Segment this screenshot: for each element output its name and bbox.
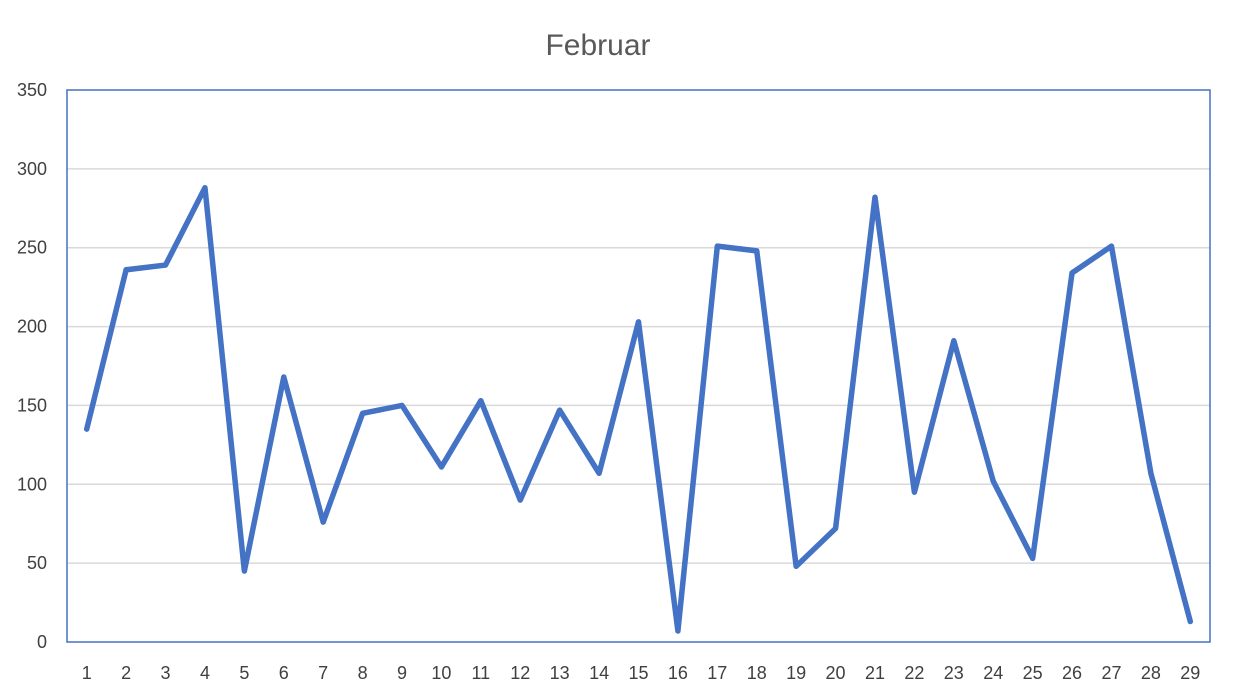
x-tick-label: 23: [944, 663, 964, 683]
x-tick-label: 26: [1062, 663, 1082, 683]
data-point: [202, 185, 208, 191]
data-point: [833, 525, 839, 531]
data-point: [714, 243, 720, 249]
x-tick-label: 2: [121, 663, 131, 683]
data-point: [517, 497, 523, 503]
x-tick-label: 24: [983, 663, 1003, 683]
data-point: [399, 402, 405, 408]
y-tick-label: 300: [17, 159, 47, 179]
data-point: [1069, 270, 1075, 276]
x-tick-label: 12: [510, 663, 530, 683]
data-point: [911, 489, 917, 495]
data-point: [1108, 243, 1114, 249]
chart-title: Februar: [545, 29, 650, 62]
data-point: [163, 262, 169, 268]
data-point: [636, 319, 641, 325]
data-point: [281, 374, 287, 380]
data-point: [754, 248, 760, 254]
x-tick-label: 13: [550, 663, 570, 683]
data-point: [675, 628, 681, 634]
y-tick-label: 350: [17, 80, 47, 100]
data-point: [596, 470, 602, 476]
x-tick-label: 27: [1101, 663, 1121, 683]
data-point: [1148, 470, 1154, 476]
x-tick-label: 7: [318, 663, 328, 683]
series-layer: [83, 185, 1194, 634]
data-point: [1187, 618, 1193, 624]
x-tick-label: 21: [865, 663, 885, 683]
data-point: [951, 338, 957, 344]
x-tick-label: 25: [1023, 663, 1043, 683]
x-tick-label: 9: [397, 663, 407, 683]
data-point: [241, 568, 247, 574]
x-tick-label: 10: [431, 663, 451, 683]
x-tick-label: 17: [707, 663, 727, 683]
y-tick-label: 200: [17, 317, 47, 337]
x-tick-label: 18: [747, 663, 767, 683]
x-tick-label: 8: [358, 663, 368, 683]
y-tick-label: 250: [17, 238, 47, 258]
x-tick-label: 5: [239, 663, 249, 683]
data-point: [1030, 555, 1036, 561]
x-tick-label: 19: [786, 663, 806, 683]
x-tick-label: 15: [628, 663, 648, 683]
plot-area-border: [66, 89, 1211, 643]
data-point: [320, 519, 326, 525]
gridlines: [67, 168, 1210, 564]
x-tick-label: 6: [279, 663, 289, 683]
x-tick-label: 28: [1141, 663, 1161, 683]
y-tick-label: 100: [17, 474, 47, 494]
data-point: [438, 464, 444, 470]
y-axis-tick-labels: 0 50 100 150 200 250 300 350: [17, 80, 47, 652]
x-tick-label: 14: [589, 663, 609, 683]
data-point: [793, 563, 799, 569]
data-point: [990, 478, 996, 484]
x-tick-label: 3: [161, 663, 171, 683]
data-point: [84, 426, 90, 432]
x-tick-label: 16: [668, 663, 688, 683]
y-tick-label: 50: [27, 553, 47, 573]
y-tick-label: 150: [17, 395, 47, 415]
data-point: [557, 407, 563, 413]
data-point: [360, 410, 366, 416]
x-tick-label: 22: [904, 663, 924, 683]
data-point: [123, 267, 129, 273]
series-line-0: [83, 185, 1194, 634]
x-tick-label: 11: [472, 663, 491, 683]
data-point: [478, 398, 484, 404]
y-tick-label: 0: [37, 632, 47, 652]
x-tick-label: 29: [1180, 663, 1200, 683]
data-point: [872, 194, 878, 200]
x-tick-label: 4: [200, 663, 210, 683]
x-axis-tick-labels: 1 2 3 4 5 6 7 8 9 10 11 12 13 14 15 16 17 18 19 20 21 22 23 24 2…: [82, 663, 1201, 683]
x-tick-label: 1: [82, 663, 92, 683]
x-tick-label: 20: [826, 663, 846, 683]
